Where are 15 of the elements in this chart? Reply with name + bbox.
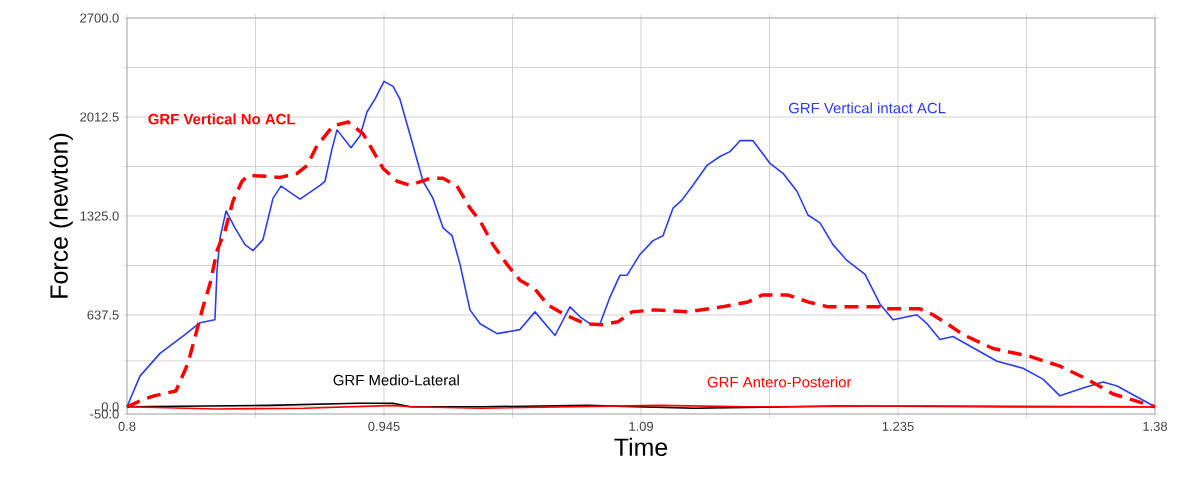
y-axis-title: Force (newton): [49, 133, 73, 298]
x-tick-label: 0.945: [368, 421, 400, 431]
x-axis-title: Time: [614, 437, 668, 457]
x-tick-label: 0.8: [118, 421, 136, 431]
y-tick-label: 2012.5: [80, 112, 119, 122]
y-tick-label: 2700.0: [80, 13, 119, 23]
series-label: GRF Antero-Posterior: [707, 376, 852, 388]
y-tick-label: 637.5: [87, 310, 119, 320]
x-tick-label: 1.09: [629, 421, 653, 431]
x-tick-label: 1.235: [882, 421, 914, 431]
text: GRF Vertical No ACL: [148, 113, 296, 125]
text: GRF Vertical intact ACL: [788, 102, 946, 114]
x-tick-label: 1.38: [1143, 421, 1168, 431]
y-tick-label: 1325.0: [80, 211, 119, 221]
series-label: GRF Medio-Lateral: [333, 374, 459, 386]
